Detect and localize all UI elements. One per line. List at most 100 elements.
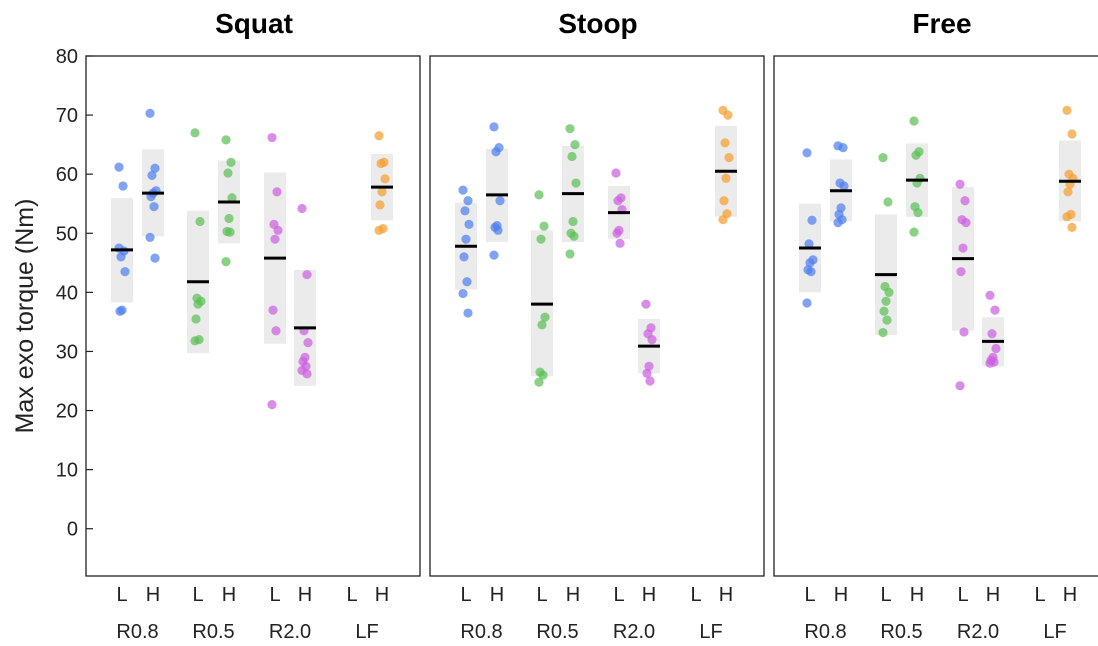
data-point (567, 151, 577, 162)
data-point (458, 288, 468, 299)
y-tick-label: 20 (56, 401, 78, 423)
data-point (833, 218, 843, 228)
level-tick-label: L (613, 584, 624, 606)
data-point (641, 299, 651, 309)
data-point (537, 320, 547, 330)
data-point (221, 135, 231, 145)
plot-frame-squat (85, 55, 421, 577)
data-point (536, 234, 546, 244)
data-point (224, 213, 234, 224)
data-point (463, 308, 473, 318)
data-point (118, 181, 128, 191)
column-r20-h (982, 290, 1004, 368)
level-tick-label: L (804, 584, 815, 606)
data-point (150, 253, 160, 263)
data-point (149, 202, 159, 212)
data-point (645, 376, 655, 386)
column-r08-h (142, 108, 164, 263)
level-tick-label: H (146, 584, 160, 606)
group-tick-label: R0.5 (880, 621, 922, 643)
data-point (226, 157, 236, 167)
data-point (955, 381, 965, 391)
data-point (955, 179, 965, 189)
data-point (491, 147, 501, 157)
panel-title-free: Free (912, 8, 971, 39)
data-point (459, 252, 469, 262)
data-point (647, 335, 657, 345)
data-point (374, 225, 384, 235)
group-tick-label: R2.0 (269, 621, 311, 643)
data-point (270, 234, 280, 244)
data-point (374, 131, 384, 141)
data-point (961, 218, 971, 228)
data-point (297, 203, 307, 214)
data-point (116, 252, 126, 262)
group-tick-label: R0.8 (116, 621, 158, 643)
data-point (147, 170, 157, 180)
data-point (377, 187, 387, 197)
level-tick-label: L (957, 584, 968, 606)
data-point (227, 193, 237, 203)
level-tick-label: L (460, 584, 471, 606)
data-point (267, 400, 277, 410)
level-tick-label: L (1034, 584, 1045, 606)
column-r20-h (294, 203, 316, 386)
data-point (807, 215, 817, 225)
panel-free: Free L H L H L H L HR0.8 R0.5 R2.0 LF (773, 8, 1098, 643)
data-point (380, 174, 390, 184)
data-point (1063, 187, 1073, 197)
data-point (991, 343, 1001, 354)
data-point (802, 148, 812, 158)
data-point (881, 296, 891, 306)
group-tick-label: R2.0 (613, 621, 655, 643)
data-point (644, 361, 654, 371)
data-point (1067, 222, 1077, 232)
data-point (838, 142, 848, 153)
data-point (878, 327, 888, 338)
group-tick-label: R0.5 (192, 621, 234, 643)
data-point (534, 190, 544, 200)
data-point (568, 216, 578, 227)
level-tick-label: L (536, 584, 547, 606)
column-lf-h (1059, 105, 1081, 232)
data-point (145, 232, 155, 243)
column-r08-l (111, 162, 133, 316)
level-tick-label: H (910, 584, 924, 606)
data-point (190, 128, 200, 138)
data-point (191, 314, 201, 324)
group-tick-label: R0.8 (804, 621, 846, 643)
data-point (723, 110, 733, 120)
data-point (909, 227, 919, 237)
column-r08-l (799, 148, 821, 308)
group-tick-label: R0.5 (536, 621, 578, 643)
data-point (612, 228, 622, 238)
data-point (462, 277, 472, 287)
level-tick-label: L (192, 584, 203, 606)
group-tick-label: R0.8 (460, 621, 502, 643)
y-tick-label: 50 (56, 223, 78, 245)
column-r20-l (952, 179, 974, 391)
data-point (460, 206, 470, 216)
panel-title-squat: Squat (215, 8, 293, 39)
group-tick-label: R2.0 (957, 621, 999, 643)
plot-frame-free (773, 55, 1098, 577)
y-tick-label: 40 (56, 282, 78, 304)
level-tick-label: L (346, 584, 357, 606)
y-axis-label: Max exo torque (Nm) (11, 199, 39, 434)
data-point (990, 305, 1000, 315)
level-tick-label: H (222, 584, 236, 606)
column-r05-h (562, 124, 584, 259)
y-tick-label: 30 (56, 341, 78, 363)
data-point (956, 267, 966, 277)
y-tick-label: 0 (67, 519, 78, 541)
data-point (489, 250, 499, 260)
plot-frame-stoop (429, 55, 765, 577)
level-tick-label: H (986, 584, 1000, 606)
column-r08-h (486, 122, 508, 260)
y-tick-label: 70 (56, 105, 78, 127)
group-tick-label: LF (355, 621, 378, 643)
data-point (150, 163, 160, 173)
level-tick-label: H (490, 584, 504, 606)
data-point (495, 196, 505, 206)
